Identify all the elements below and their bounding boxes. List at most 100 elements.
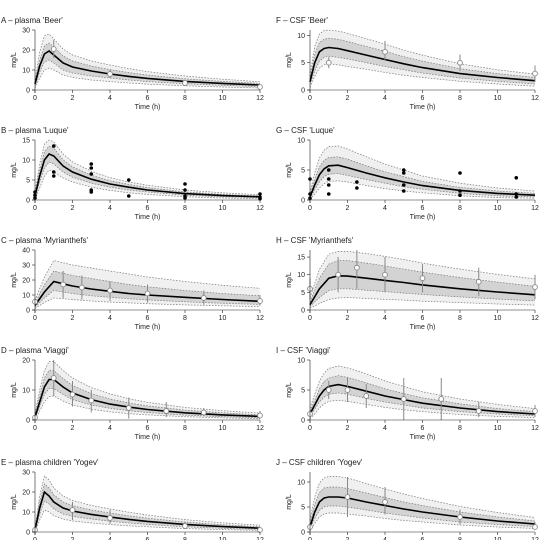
observed-point — [457, 59, 463, 66]
percentile-line-upper-inner — [309, 260, 536, 303]
y-tick-label: 20 — [22, 278, 30, 285]
observed-point — [355, 186, 359, 190]
percentile-line-upper-outer — [34, 361, 261, 414]
observed-point — [69, 507, 76, 513]
observed-point — [326, 168, 331, 172]
observed-point — [532, 70, 538, 77]
observed-point — [126, 194, 131, 198]
y-tick-label: 10 — [22, 388, 30, 395]
observed-point — [257, 412, 263, 419]
percentile-line-lower-outer — [34, 509, 261, 532]
panel-j: J – CSF children 'Yogev'0510024681012Tim… — [276, 458, 539, 544]
observed-point — [60, 281, 66, 288]
observed-point — [475, 408, 482, 414]
x-tick-label: 8 — [458, 425, 462, 432]
y-tick-label: 5 — [301, 60, 305, 67]
observed-point — [89, 172, 94, 176]
observed-point — [89, 162, 94, 166]
y-tick-label: 0 — [301, 530, 305, 537]
y-axis-label: mg/L — [286, 382, 293, 398]
inner-prediction-band — [35, 146, 260, 198]
x-tick-label: 0 — [308, 95, 312, 102]
x-tick-label: 10 — [494, 205, 502, 212]
x-tick-label: 4 — [383, 205, 387, 212]
percentile-line-upper-outer — [34, 260, 261, 301]
x-axis-label: Time (h) — [410, 214, 436, 221]
x-tick-label: 8 — [183, 425, 187, 432]
percentile-line-upper-outer — [309, 29, 536, 76]
percentile-line-lower-inner — [34, 290, 261, 308]
x-tick-label: 0 — [33, 205, 37, 212]
y-tick-label: 0 — [301, 198, 305, 205]
percentile-line-lower-outer — [309, 180, 536, 200]
observed-point — [258, 192, 262, 196]
observed-point — [51, 174, 56, 178]
panel-title: I – CSF 'Viaggi' — [276, 346, 331, 355]
observed-point — [401, 171, 406, 175]
x-tick-label: 10 — [219, 95, 227, 102]
observed-point — [126, 178, 131, 182]
percentile-line-upper-inner — [34, 145, 261, 197]
x-tick-label: 0 — [308, 315, 312, 322]
x-tick-label: 4 — [383, 425, 387, 432]
x-tick-label: 10 — [219, 425, 227, 432]
x-tick-label: 2 — [346, 205, 350, 212]
observed-point — [344, 494, 351, 500]
observed-point — [438, 396, 445, 402]
x-tick-label: 8 — [458, 95, 462, 102]
observed-point — [400, 396, 407, 402]
x-tick-label: 0 — [308, 205, 312, 212]
x-axis-label: Time (h) — [410, 104, 436, 111]
observed-point — [514, 192, 519, 196]
observed-point — [458, 193, 462, 197]
percentile-line-upper-outer — [309, 251, 536, 298]
y-tick-label: 0 — [26, 308, 30, 315]
x-tick-label: 2 — [346, 95, 350, 102]
x-tick-label: 10 — [494, 95, 502, 102]
y-tick-label: 15 — [297, 255, 305, 262]
y-axis-label: mg/L — [286, 162, 293, 178]
y-tick-label: 0 — [301, 308, 305, 315]
y-tick-label: 20 — [22, 48, 30, 55]
observed-point — [401, 189, 406, 193]
percentile-line-upper-outer — [34, 475, 261, 528]
y-axis-label: mg/L — [286, 272, 293, 288]
percentile-line-upper-inner — [34, 42, 261, 84]
observed-point — [163, 408, 170, 414]
observed-point — [89, 166, 94, 170]
x-tick-label: 12 — [531, 95, 539, 102]
panel-f: F – CSF 'Beer' 0 5 10 0 2 4 6 8 10 12 Time (h) mg/L — [276, 16, 539, 111]
observed-point — [382, 499, 388, 505]
y-tick-label: 15 — [22, 138, 30, 145]
percentile-line-upper-outer — [309, 365, 536, 409]
median-line — [34, 378, 261, 418]
observed-point — [183, 188, 187, 192]
panel-title: C – plasma 'Myrianthefs' — [1, 236, 89, 245]
y-tick-label: 30 — [22, 263, 30, 270]
observed-point — [354, 264, 360, 271]
x-axis-label: Time (h) — [410, 434, 436, 441]
y-tick-label: 5 — [301, 168, 305, 175]
percentile-line-lower-inner — [34, 500, 261, 531]
observed-point — [382, 48, 388, 55]
x-tick-label: 8 — [183, 205, 187, 212]
observed-point — [355, 180, 359, 184]
observed-point — [182, 80, 188, 86]
percentile-line-upper-outer — [309, 476, 536, 521]
inner-prediction-band — [35, 43, 260, 87]
panel-g: G – CSF 'Luque' 0 5 10 0 2 4 6 8 10 12 Time (h) mg/L — [276, 126, 539, 221]
x-tick-label: 2 — [71, 425, 75, 432]
panel-title: D – plasma 'Viaggi' — [1, 346, 69, 355]
observed-point — [79, 284, 85, 291]
median-line — [309, 496, 536, 528]
x-tick-label: 4 — [383, 315, 387, 322]
percentile-line-upper-inner — [34, 270, 261, 304]
percentile-line-lower-outer — [34, 395, 261, 420]
observed-point — [125, 405, 132, 411]
x-tick-label: 0 — [33, 425, 37, 432]
y-tick-label: 20 — [22, 490, 30, 497]
percentile-line-upper-inner — [34, 483, 261, 530]
observed-point — [475, 278, 482, 285]
inner-prediction-band — [310, 156, 535, 199]
